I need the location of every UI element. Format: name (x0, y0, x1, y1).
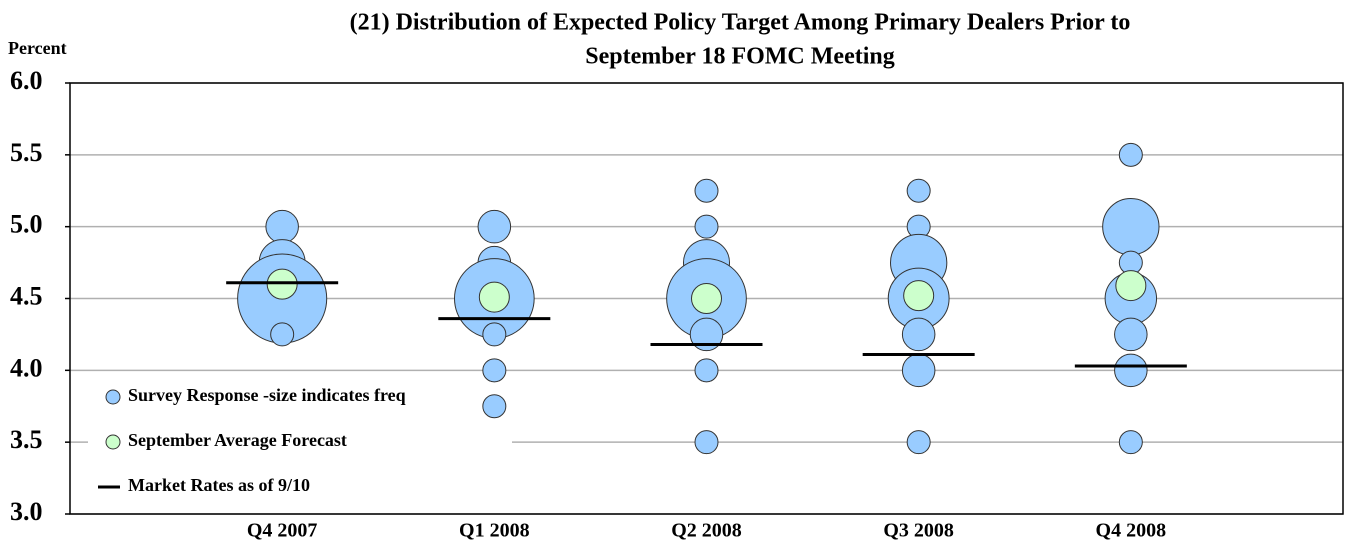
bubble (689, 317, 724, 352)
y-tick-label: 5.5 (10, 138, 43, 167)
y-tick-label: 3.0 (10, 497, 43, 526)
bubble (1102, 197, 1160, 256)
chart-title: (21) Distribution of Expected Policy Tar… (350, 10, 1131, 36)
bubble (694, 358, 719, 383)
y-tick-label: 4.5 (10, 281, 43, 310)
y-axis-label: Percent (8, 38, 67, 58)
y-tick-label: 3.5 (10, 425, 43, 454)
legend-label: September Average Forecast (128, 430, 347, 450)
legend-marker (105, 434, 121, 450)
average-marker (691, 283, 722, 314)
bubble (694, 430, 719, 455)
bubble (482, 358, 507, 383)
average-marker (903, 280, 935, 312)
bubble (477, 209, 512, 244)
average-marker (478, 281, 510, 313)
bubble (1114, 317, 1148, 352)
bubble (1118, 430, 1143, 455)
y-tick-label: 5.0 (10, 210, 43, 239)
legend-label: Market Rates as of 9/10 (128, 475, 310, 495)
plot-frame (69, 82, 1344, 515)
bubble (694, 178, 719, 203)
legend-box (88, 383, 512, 505)
bubble (265, 209, 299, 244)
bubble (901, 317, 936, 352)
bubble (906, 430, 931, 455)
x-tick-label: Q4 2007 (247, 520, 318, 542)
legend-marker (105, 389, 121, 405)
bubble (482, 322, 507, 347)
average-marker (1115, 270, 1147, 302)
bubble (1114, 353, 1148, 388)
x-tick-label: Q2 2008 (671, 520, 742, 542)
bubble (1118, 142, 1143, 167)
x-tick-label: Q1 2008 (459, 520, 530, 542)
bubble (901, 353, 936, 388)
bubble (482, 394, 507, 419)
y-tick-label: 4.0 (10, 353, 43, 382)
x-tick-label: Q4 2008 (1096, 520, 1167, 542)
x-tick-label: Q3 2008 (883, 520, 954, 542)
legend-label: Survey Response -size indicates freq (128, 385, 406, 405)
bubble (694, 214, 719, 239)
bubble (906, 178, 931, 203)
y-tick-label: 6.0 (10, 66, 43, 95)
bubble (270, 322, 295, 347)
chart-title: September 18 FOMC Meeting (585, 44, 894, 70)
